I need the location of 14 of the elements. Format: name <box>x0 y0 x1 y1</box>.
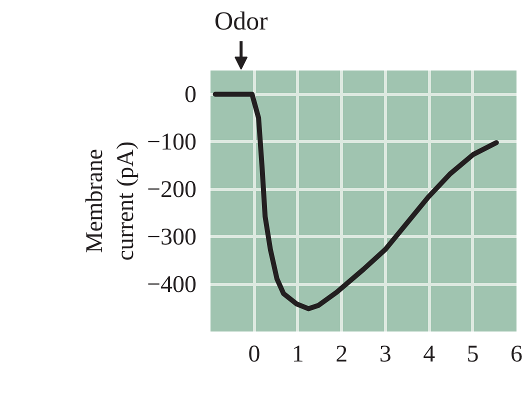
y-tick-label: −300 <box>146 224 197 251</box>
x-tick-label: 1 <box>292 342 304 368</box>
x-tick-label: 0 <box>248 342 260 368</box>
text: Odor <box>214 6 268 36</box>
x-tick-label: 3 <box>379 342 392 368</box>
x-tick-label: 4 <box>423 342 436 368</box>
y-axis-title: Membrane current (pA) <box>82 141 139 261</box>
x-tick-label: 5 <box>466 342 479 368</box>
x-tick-label: 2 <box>336 342 348 368</box>
x-tick-label: 6 <box>510 342 522 368</box>
y-tick-label: −200 <box>146 177 197 204</box>
y-tick-label: 0 <box>184 82 196 108</box>
y-tick-label: −100 <box>146 130 197 156</box>
y-tick-label: −400 <box>146 272 197 298</box>
